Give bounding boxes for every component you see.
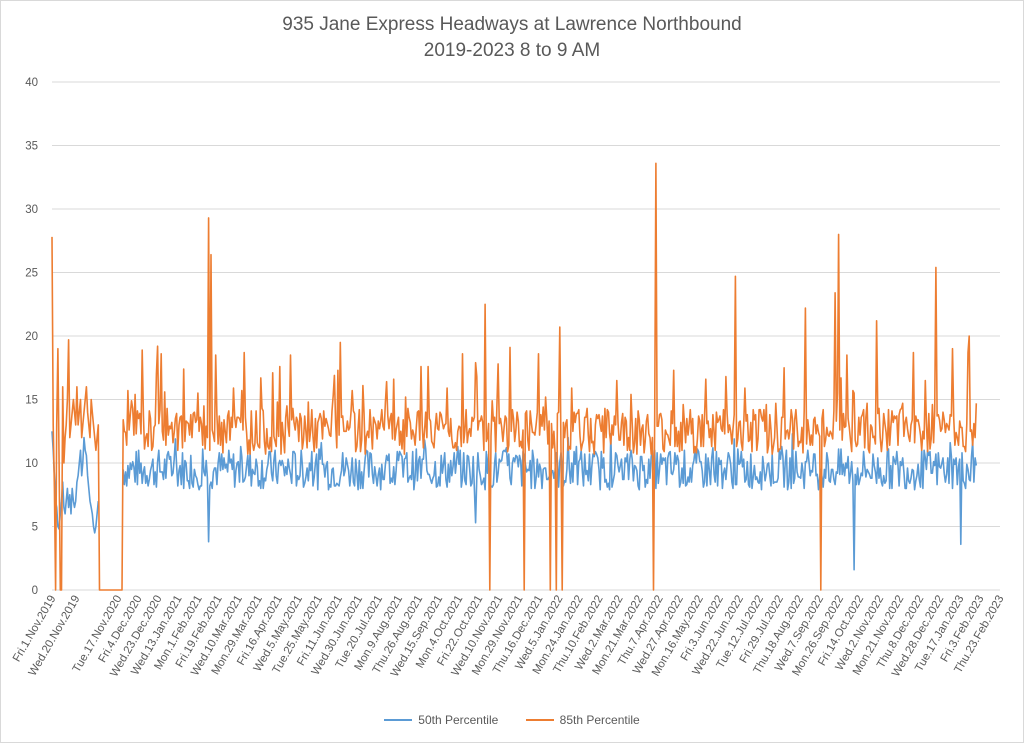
y-axis-ticks: 0 5 10 15 20 25 30 35 40 bbox=[25, 77, 38, 597]
y-tick-label: 25 bbox=[25, 268, 38, 280]
chart-title: 935 Jane Express Headways at Lawrence No… bbox=[0, 12, 1024, 64]
series-line-85th-percentile bbox=[52, 163, 986, 590]
y-tick-label: 40 bbox=[25, 77, 38, 89]
chart-title-line2: 2019-2023 8 to 9 AM bbox=[423, 40, 601, 61]
legend-label-50th: 50th Percentile bbox=[418, 713, 499, 727]
y-tick-label: 35 bbox=[25, 141, 38, 153]
y-tick-label: 15 bbox=[25, 395, 38, 407]
legend-swatch-50th bbox=[384, 719, 413, 721]
legend-label-85th: 85th Percentile bbox=[559, 713, 640, 727]
y-tick-label: 10 bbox=[25, 458, 38, 470]
chart-title-line1: 935 Jane Express Headways at Lawrence No… bbox=[282, 14, 742, 35]
legend-swatch-85th bbox=[525, 719, 554, 721]
legend-item-50th: 50th Percentile bbox=[384, 713, 498, 727]
y-tick-label: 5 bbox=[32, 522, 38, 534]
x-axis-ticks: Fri.1.Nov.2019Wed.20.Nov.2019Tue.17.Nov.… bbox=[11, 594, 1007, 680]
legend: 50th Percentile 85th Percentile bbox=[0, 710, 1024, 727]
y-tick-label: 0 bbox=[32, 585, 38, 597]
y-tick-label: 20 bbox=[25, 331, 38, 343]
series-lines bbox=[52, 163, 986, 590]
y-tick-label: 30 bbox=[25, 204, 38, 216]
grid-lines bbox=[52, 81, 1000, 591]
series-line-50th-percentile bbox=[51, 431, 978, 571]
legend-item-85th: 85th Percentile bbox=[525, 713, 640, 727]
